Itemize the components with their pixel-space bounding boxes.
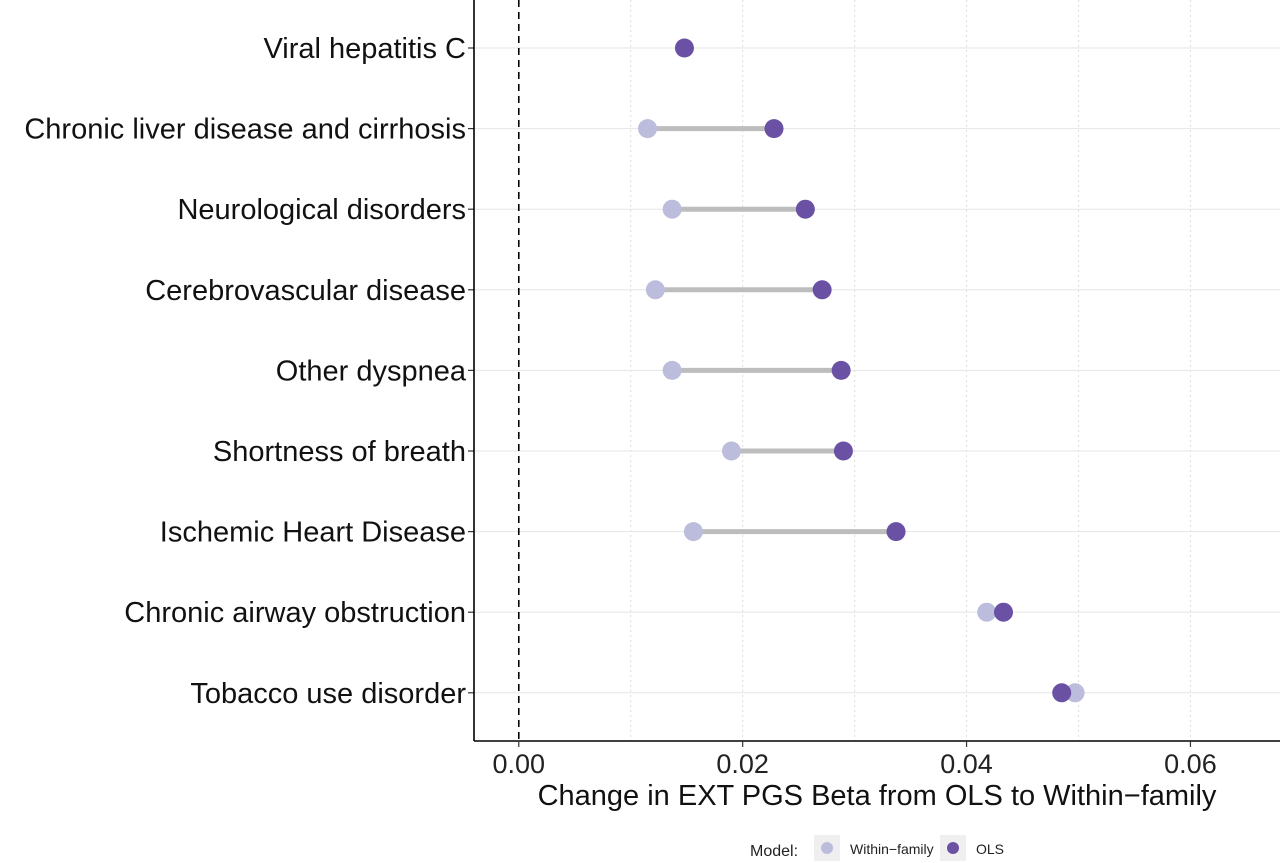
category-label: Cerebrovascular disease (145, 275, 466, 307)
legend-label-ols: OLS (976, 841, 1004, 857)
category-label: Neurological disorders (177, 194, 466, 226)
x-tick-label: 0.02 (716, 749, 769, 779)
category-label: Viral hepatitis C (263, 33, 466, 65)
legend: Model: Within−family OLS (750, 835, 1004, 861)
ols-point (795, 199, 815, 219)
category-label: Chronic airway obstruction (124, 597, 466, 629)
x-tick-labels: 0.00 0.02 0.04 0.06 (492, 741, 1217, 779)
within-family-point (721, 441, 741, 461)
legend-key-within-family (821, 842, 833, 854)
grid-layer (468, 0, 1280, 741)
ols-point (831, 360, 851, 380)
ols-point (993, 602, 1013, 622)
ols-point (812, 280, 832, 300)
points-layer (638, 38, 1085, 703)
x-tick-label: 0.04 (940, 749, 993, 779)
ols-point (764, 119, 784, 139)
category-label: Ischemic Heart Disease (160, 517, 466, 549)
x-tick-label: 0.00 (492, 749, 545, 779)
x-tick-label: 0.06 (1164, 749, 1217, 779)
legend-title: Model: (750, 843, 798, 860)
axes-layer (473, 0, 1280, 742)
ols-point (886, 522, 906, 542)
category-label: Shortness of breath (213, 436, 466, 468)
category-labels: Viral hepatitis C Chronic liver disease a… (24, 33, 467, 710)
ols-point (674, 38, 694, 58)
within-family-point (662, 199, 682, 219)
within-family-point (638, 119, 658, 139)
within-family-point (662, 360, 682, 380)
ols-point (833, 441, 853, 461)
category-label: Other dyspnea (276, 355, 467, 387)
category-label: Chronic liver disease and cirrhosis (24, 114, 466, 146)
within-family-point (1065, 683, 1085, 703)
within-family-point (977, 602, 997, 622)
x-axis-title: Change in EXT PGS Beta from OLS to Withi… (538, 780, 1217, 812)
category-label: Tobacco use disorder (190, 678, 466, 710)
ols-point (1052, 683, 1072, 703)
within-family-point (645, 280, 665, 300)
legend-label-within-family: Within−family (850, 841, 934, 857)
within-family-point (683, 522, 703, 542)
legend-key-ols (947, 842, 959, 854)
